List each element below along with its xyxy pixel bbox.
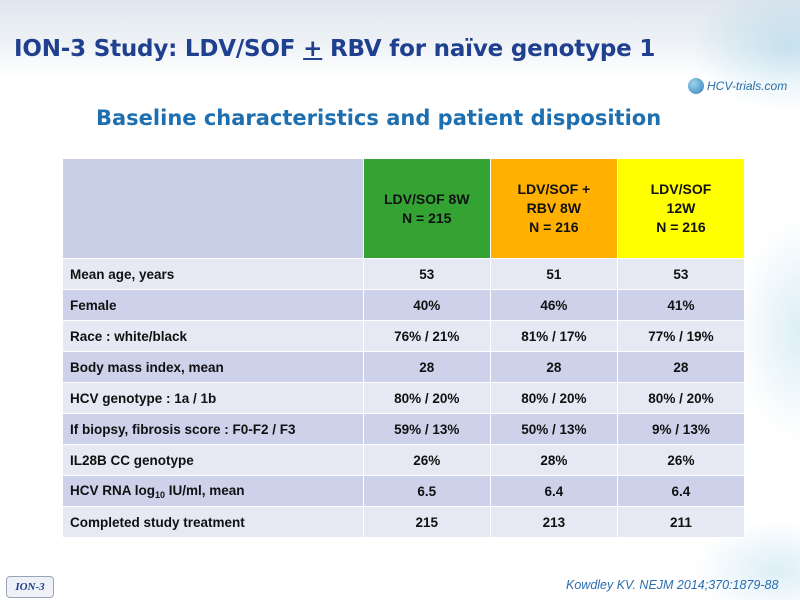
column-header-ldv-sof-rbv-8w: LDV/SOF + RBV 8W N = 216 [489,158,618,259]
table-cell: 80% / 20% [616,382,746,414]
column-header-line: 12W [666,200,696,216]
table-row: Body mass index, mean 28 28 28 [62,351,746,383]
table-cell: 28% [489,444,618,476]
table-cell: 28 [362,351,491,383]
row-label: If biopsy, fibrosis score : F0-F2 / F3 [62,413,364,445]
logo-globe-icon [688,78,704,94]
table-cell: 28 [489,351,618,383]
hcv-trials-logo: HCV-trials.com [688,76,787,96]
slide-subtitle: Baseline characteristics and patient dis… [96,106,662,130]
title-prefix: ION-3 Study: LDV/SOF [14,36,304,62]
column-header-line: N = 215 [402,209,452,226]
table-header-row: LDV/SOF 8W N = 215 LDV/SOF + RBV 8W N = … [62,158,746,259]
slide-title: ION-3 Study: LDV/SOF + RBV for naïve gen… [14,36,655,62]
row-label: Female [62,289,364,321]
column-header-line: LDV/SOF [650,181,712,197]
table-row: HCV genotype : 1a / 1b 80% / 20% 80% / 2… [62,382,746,414]
table-cell: 6.4 [489,475,618,507]
row-label: Completed study treatment [62,506,364,538]
table-cell: 81% / 17% [489,320,618,352]
table-row: Mean age, years 53 51 53 [62,258,746,290]
header-band [0,0,800,78]
baseline-table: LDV/SOF 8W N = 215 LDV/SOF + RBV 8W N = … [62,158,746,538]
table-row: If biopsy, fibrosis score : F0-F2 / F3 5… [62,413,746,445]
table-cell: 77% / 19% [616,320,746,352]
table-row: IL28B CC genotype 26% 28% 26% [62,444,746,476]
table-cell: 26% [616,444,746,476]
footer-study-tag: ION-3 [6,576,54,598]
table-cell: 9% / 13% [616,413,746,445]
column-header-line: RBV 8W [526,200,582,216]
column-header-line: LDV/SOF + [517,181,591,197]
table-cell: 41% [616,289,746,321]
table-cell: 53 [362,258,491,290]
table-cell: 59% / 13% [362,413,491,445]
column-header-line: N = 216 [529,219,579,235]
table-cell: 46% [489,289,618,321]
table-cell: 53 [616,258,746,290]
table-cell: 50% / 13% [489,413,618,445]
row-label: Race : white/black [62,320,364,352]
table-cell: 76% / 21% [362,320,491,352]
table-cell: 213 [489,506,618,538]
row-label: Body mass index, mean [62,351,364,383]
title-suffix: RBV for naïve genotype 1 [322,36,656,62]
column-header-ldv-sof-12w: LDV/SOF 12W N = 216 [616,158,746,259]
row-label: HCV genotype : 1a / 1b [62,382,364,414]
row-label-subscript: 10 [155,489,166,500]
row-label: IL28B CC genotype [62,444,364,476]
table-row: Completed study treatment 215 213 211 [62,506,746,538]
table-corner-cell [62,158,364,259]
citation: Kowdley KV. NEJM 2014;370:1879-88 [566,578,779,592]
row-label: HCV RNA log10 IU/ml, mean [62,475,364,507]
table-cell: 80% / 20% [489,382,618,414]
table-cell: 40% [362,289,491,321]
column-header-ldv-sof-8w: LDV/SOF 8W N = 215 [362,158,491,259]
column-header-line: LDV/SOF 8W [383,190,470,207]
table-cell: 51 [489,258,618,290]
column-header-line: N = 216 [656,219,706,235]
table-cell: 215 [362,506,491,538]
table-row: Female 40% 46% 41% [62,289,746,321]
table-row: Race : white/black 76% / 21% 81% / 17% 7… [62,320,746,352]
table-cell: 26% [362,444,491,476]
table-cell: 80% / 20% [362,382,491,414]
row-label-text: IU/ml, mean [165,482,245,498]
row-label: Mean age, years [62,258,364,290]
table-cell: 6.5 [362,475,491,507]
table-cell: 6.4 [616,475,746,507]
table-cell: 211 [616,506,746,538]
table-cell: 28 [616,351,746,383]
row-label-text: HCV RNA log [70,482,155,498]
logo-text: HCV-trials.com [707,79,788,93]
table-row: HCV RNA log10 IU/ml, mean 6.5 6.4 6.4 [62,475,746,507]
title-plus: + [303,36,323,62]
